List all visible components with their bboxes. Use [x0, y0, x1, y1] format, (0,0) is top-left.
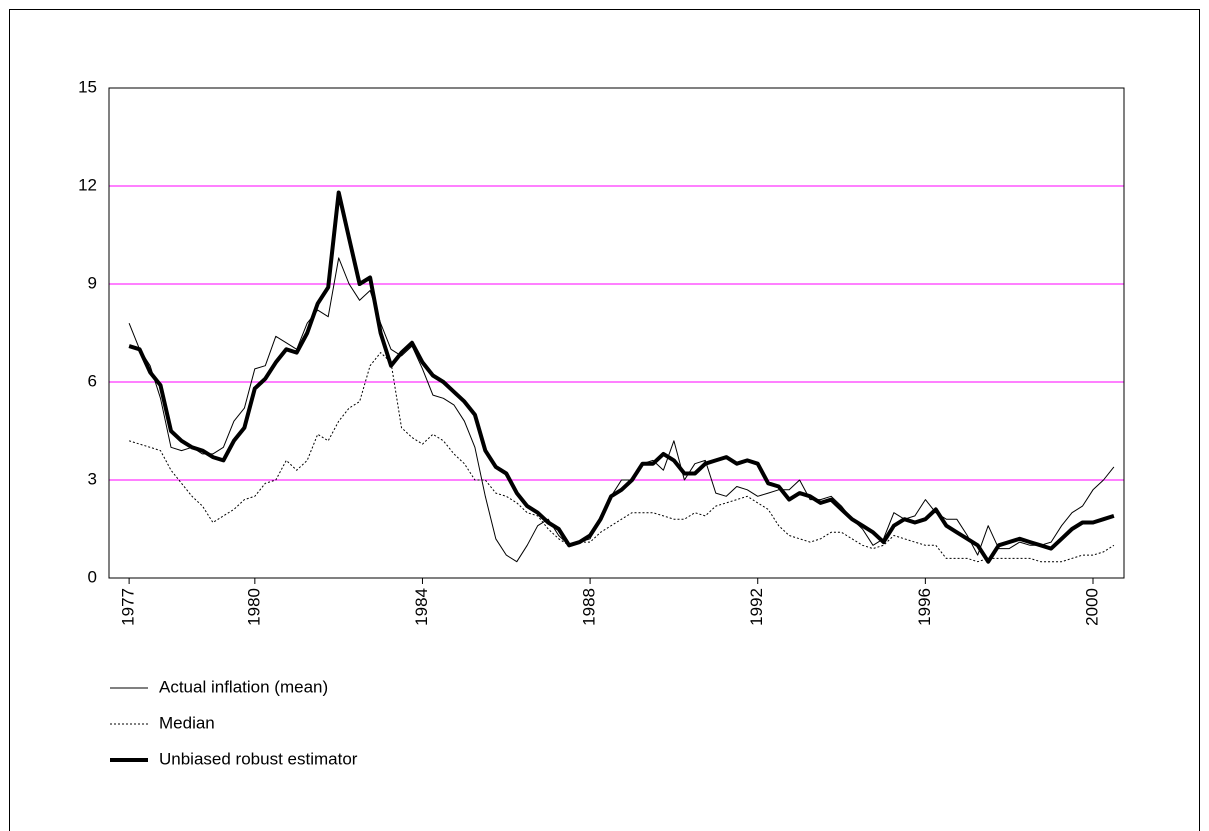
series-line	[128, 257, 1115, 563]
y-tick-label: 15	[78, 77, 97, 96]
page-frame	[9, 9, 1200, 831]
x-tick-label: 1980	[244, 588, 263, 626]
plot-frame	[108, 87, 1125, 579]
x-tick-label: 1977	[119, 588, 138, 626]
legend-label: Actual inflation (mean)	[159, 677, 328, 696]
y-tick-label: 12	[78, 175, 97, 194]
legend-label: Unbiased robust estimator	[159, 749, 358, 768]
y-tick-label: 0	[88, 567, 97, 586]
x-tick-label: 1988	[580, 588, 599, 626]
y-tick-label: 3	[88, 469, 97, 488]
y-tick-label: 9	[88, 273, 97, 292]
y-tick-label: 6	[88, 371, 97, 390]
legend-label: Median	[159, 713, 215, 732]
x-tick-label: 1996	[915, 588, 934, 626]
x-tick-label: 2000	[1082, 588, 1101, 626]
x-tick-label: 1984	[412, 588, 431, 626]
series-line	[128, 352, 1115, 563]
x-tick-label: 1992	[747, 588, 766, 626]
series-line	[128, 190, 1115, 564]
